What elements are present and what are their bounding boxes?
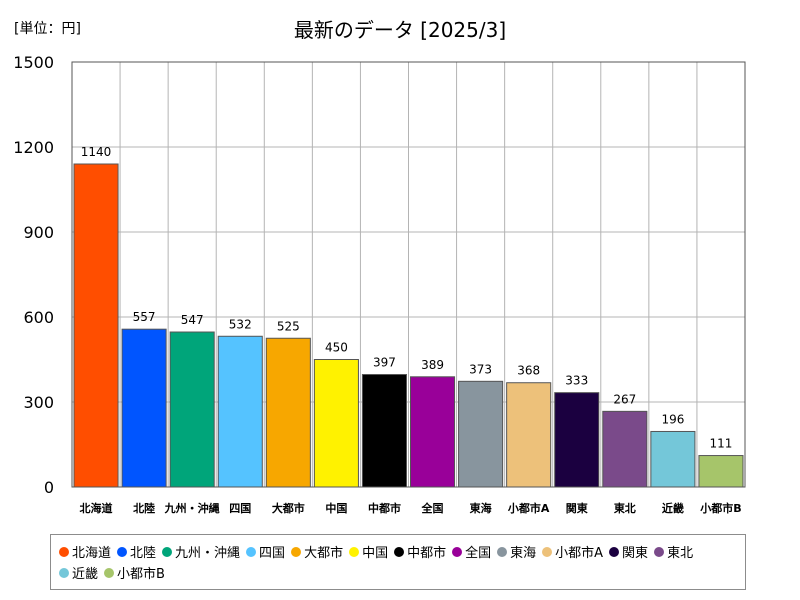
bar-value-label: 196 (661, 412, 684, 426)
legend-marker (59, 567, 69, 578)
x-tick-label: 大都市 (272, 501, 305, 515)
bar-value-label: 111 (710, 437, 733, 451)
legend-item: 北陸 (117, 541, 156, 562)
bar-value-label: 547 (181, 313, 204, 327)
label-layer: 0 300 600 900 1200 1500 1140 北海道 557 北陸 547 九州・沖縄 53… (13, 53, 741, 515)
y-tick-label: 1200 (13, 138, 54, 157)
x-tick-label: 小都市A (507, 501, 550, 515)
legend-item: 小都市A (542, 541, 603, 562)
legend-marker (104, 567, 115, 578)
x-tick-label: 東海 (470, 501, 492, 515)
legend-label: 中都市 (407, 546, 447, 561)
legend-label: 大都市 (304, 546, 344, 561)
bar-layer (73, 163, 744, 488)
bar (265, 337, 311, 488)
legend-label: 関東 (622, 546, 649, 561)
legend-marker (609, 546, 620, 557)
bar-value-label: 368 (517, 364, 540, 378)
bar (121, 328, 167, 488)
bar-value-label: 557 (133, 310, 156, 324)
legend: 北海道 北陸 九州・沖縄 四国 大都市 中国 中都市 全国 東海 小都市A 関東 東北近畿 小都市B (50, 534, 746, 590)
bar (313, 359, 359, 488)
bar (602, 410, 648, 488)
legend-marker (452, 546, 463, 557)
x-tick-label: 九州・沖縄 (164, 501, 220, 515)
legend-label: 九州・沖縄 (175, 546, 241, 561)
bar (458, 380, 504, 488)
bar (73, 163, 119, 488)
x-tick-label: 四国 (229, 502, 251, 515)
legend-item: 中国 (349, 541, 388, 562)
x-tick-label: 北海道 (80, 501, 113, 515)
legend-item: 東北 (654, 541, 693, 562)
legend-marker (117, 546, 128, 557)
legend-marker (394, 546, 405, 557)
bar-value-label: 450 (325, 341, 348, 355)
legend-label: 小都市A (555, 546, 604, 561)
bar-value-label: 1140 (81, 145, 112, 159)
bar-value-label: 525 (277, 319, 300, 333)
x-tick-label: 東北 (614, 501, 636, 515)
bar (506, 382, 552, 488)
x-tick-label: 全国 (421, 501, 444, 515)
legend-label: 中国 (362, 546, 389, 561)
bar-value-label: 389 (421, 358, 444, 372)
legend-item: 大都市 (291, 541, 343, 562)
legend-marker (654, 546, 665, 557)
legend-label: 全国 (465, 546, 492, 561)
legend-label: 北海道 (72, 546, 112, 561)
bar (410, 376, 456, 488)
x-tick-label: 中国 (325, 501, 347, 515)
bar (217, 335, 263, 488)
x-tick-label: 近畿 (662, 501, 684, 515)
y-tick-label: 900 (23, 223, 54, 242)
legend-marker (291, 546, 302, 557)
x-tick-label: 関東 (566, 501, 589, 515)
bar-chart: 0 300 600 900 1200 1500 1140 北海道 557 北陸 547 九州・沖縄 53… (13, 53, 746, 515)
legend-item: 四国 (246, 541, 285, 562)
bar-value-label: 267 (613, 392, 636, 406)
bar (650, 430, 696, 488)
legend-marker (497, 546, 508, 557)
bar (361, 374, 407, 488)
y-tick-label: 600 (23, 308, 54, 327)
unit-label: [単位：円] (14, 21, 81, 37)
legend-item: 中都市 (394, 541, 446, 562)
legend-marker (162, 546, 173, 557)
y-tick-label: 0 (44, 478, 54, 497)
x-tick-label: 北陸 (133, 501, 155, 515)
legend-item: 関東 (609, 541, 648, 562)
plot-frame (71, 61, 746, 488)
legend-marker (59, 546, 69, 557)
bar-value-label: 333 (565, 374, 588, 388)
legend-label: 北陸 (130, 546, 157, 561)
legend-item: 北海道 (59, 541, 111, 562)
y-tick-label: 300 (23, 393, 54, 412)
legend-item: 東海 (497, 541, 536, 562)
legend-marker (246, 546, 257, 557)
chart-title: 最新のデータ [2025/3] (293, 18, 507, 42)
legend-label: 四国 (259, 546, 286, 561)
legend-label: 東海 (510, 546, 537, 561)
legend-item: 小都市B (104, 562, 165, 583)
bar (169, 331, 215, 488)
x-tick-label: 中都市 (368, 501, 401, 515)
bar (698, 455, 744, 488)
legend-label: 近畿 (72, 567, 99, 582)
bar-value-label: 532 (229, 317, 252, 331)
x-tick-label: 小都市B (699, 501, 741, 515)
legend-item: 九州・沖縄 (162, 541, 240, 562)
legend-item: 全国 (452, 541, 491, 562)
legend-item: 近畿 (59, 562, 98, 583)
y-tick-label: 1500 (13, 53, 54, 72)
bar (554, 392, 600, 488)
legend-label: 小都市B (117, 567, 165, 582)
bar-value-label: 397 (373, 356, 396, 370)
bar-value-label: 373 (469, 362, 492, 376)
legend-marker (349, 546, 360, 557)
legend-label: 東北 (667, 546, 694, 561)
legend-marker (542, 546, 553, 557)
